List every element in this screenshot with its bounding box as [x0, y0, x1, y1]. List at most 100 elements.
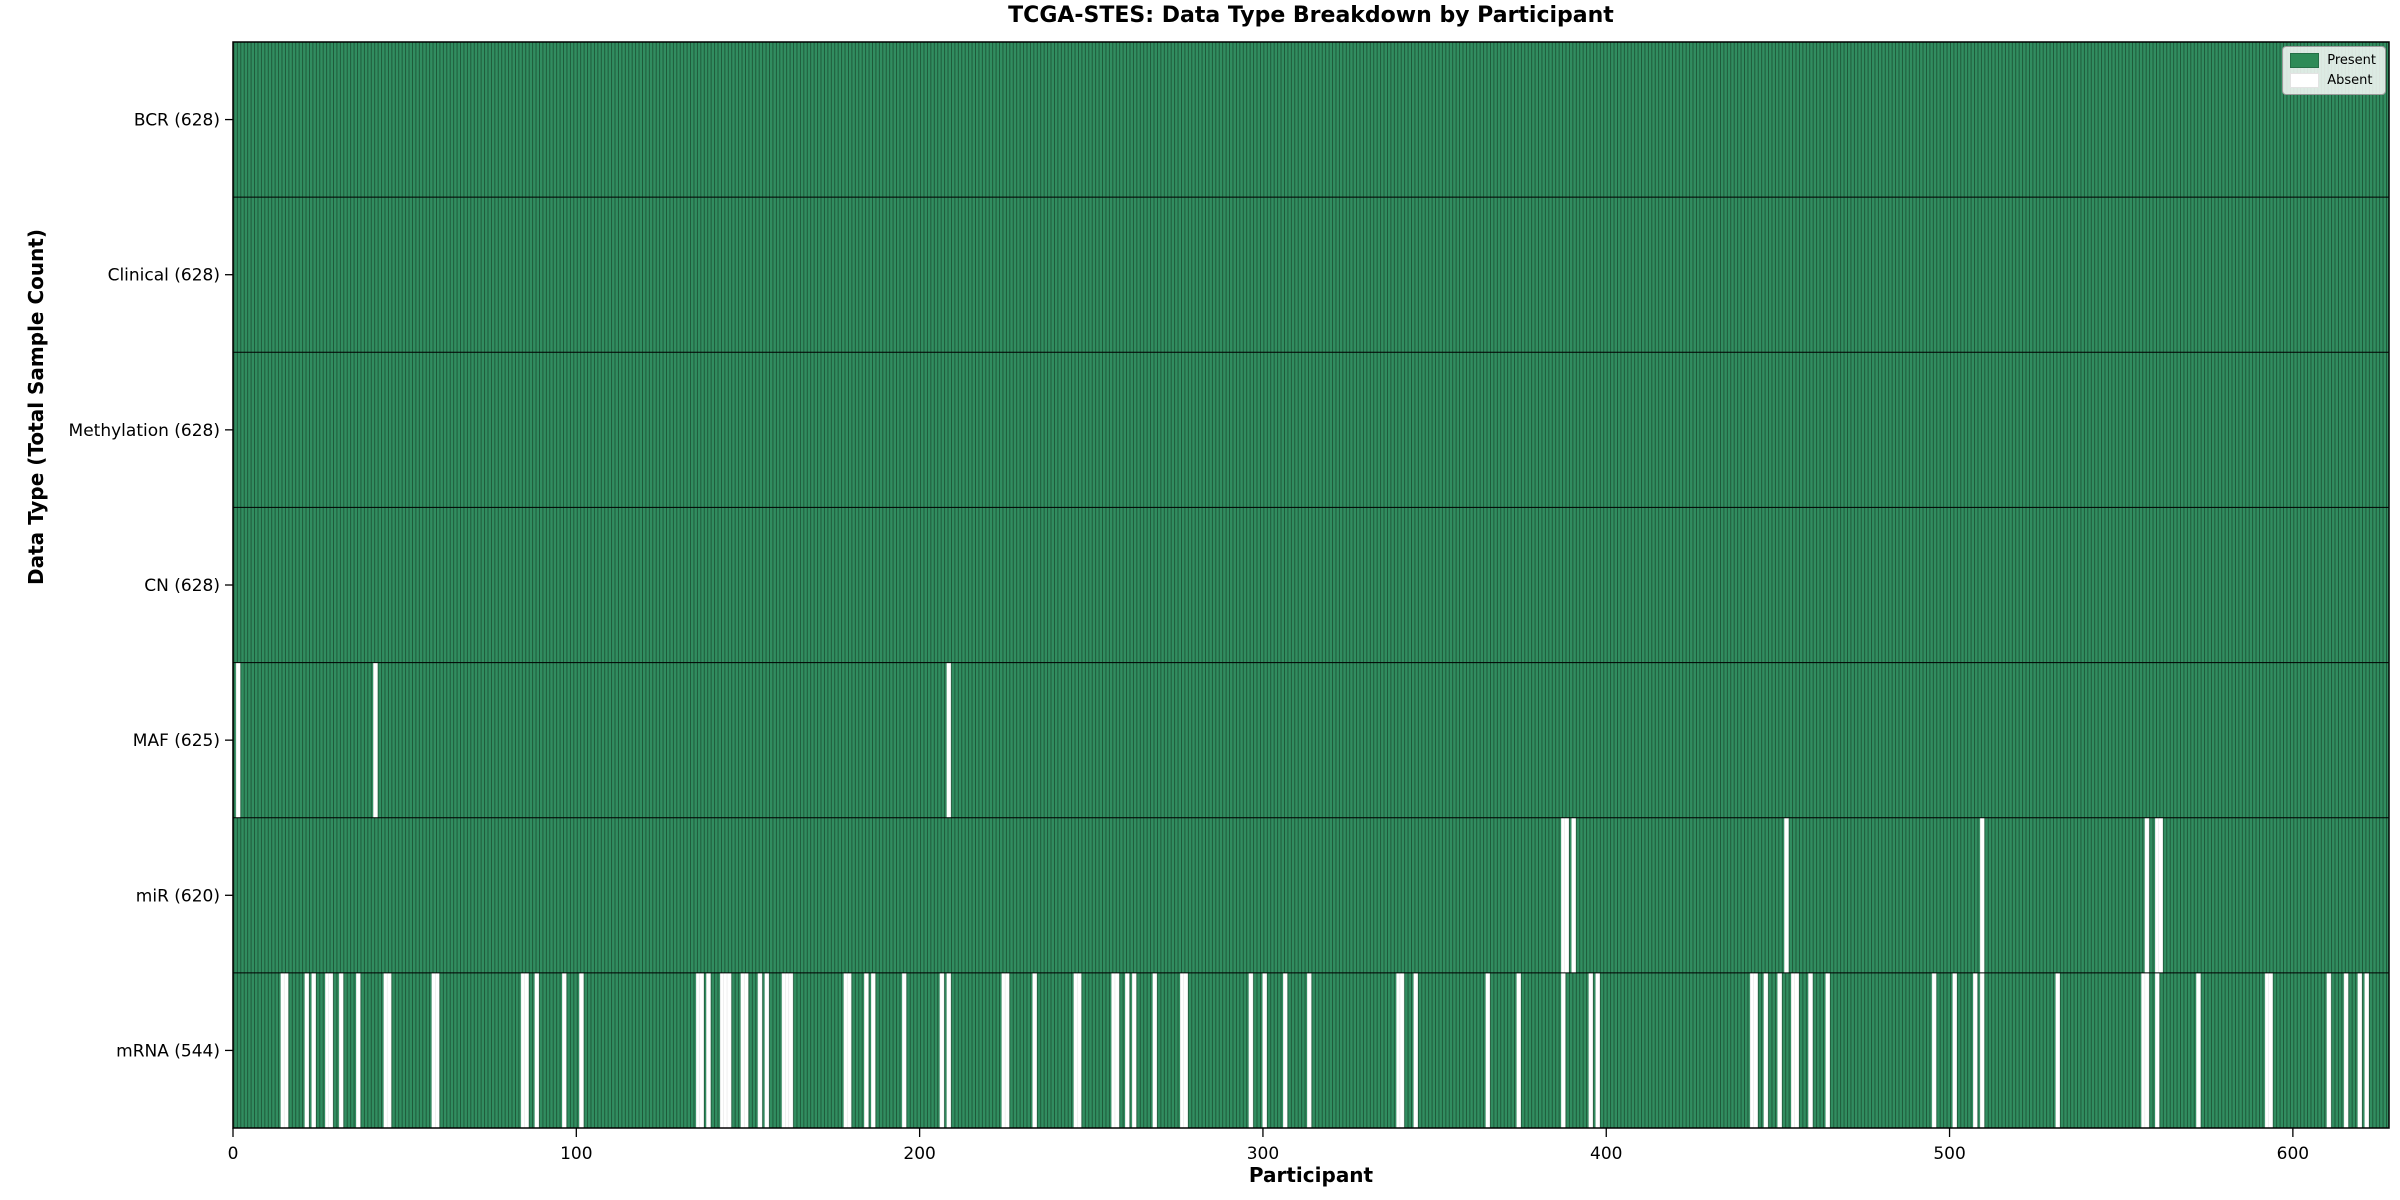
- absent-stripe: [2144, 817, 2150, 974]
- x-tick-label: 600: [2277, 1144, 2309, 1164]
- absent-stripe: [1485, 972, 1491, 1129]
- legend-label-present: Present: [2327, 53, 2376, 68]
- x-axis-title: Participant: [1248, 1163, 1374, 1187]
- absent-stripe: [1004, 972, 1010, 1129]
- absent-stripe: [2357, 972, 2363, 1129]
- absent-stripe: [946, 972, 952, 1129]
- absent-stripe: [1131, 972, 1137, 1129]
- absent-stripe: [2326, 972, 2332, 1129]
- absent-stripe: [1282, 972, 1288, 1129]
- absent-stripe: [1413, 972, 1418, 1129]
- x-tick-label: 0: [228, 1144, 239, 1164]
- absent-stripe: [1248, 972, 1254, 1129]
- absent-stripe: [1564, 817, 1570, 974]
- absent-stripe: [699, 972, 704, 1129]
- absent-stripe: [1076, 972, 1082, 1129]
- absent-stripe: [871, 972, 876, 1129]
- absent-stripe: [846, 972, 852, 1129]
- absent-stripe: [1114, 972, 1120, 1129]
- absent-stripe: [946, 662, 952, 818]
- absent-stripe: [1794, 972, 1800, 1129]
- absent-stripe: [328, 972, 334, 1129]
- absent-stripe: [1777, 972, 1782, 1129]
- absent-stripe: [304, 972, 310, 1129]
- absent-stripe: [764, 972, 770, 1129]
- absent-stripe: [1808, 972, 1813, 1129]
- absent-stripe: [356, 972, 361, 1129]
- absent-stripe: [386, 972, 392, 1129]
- x-tick-label: 100: [560, 1144, 592, 1164]
- absent-stripe: [1152, 972, 1158, 1129]
- absent-stripe: [2144, 972, 2150, 1129]
- y-tick-label: Clinical (628): [108, 266, 220, 286]
- absent-stripe: [1588, 972, 1594, 1129]
- absent-stripe: [726, 972, 732, 1129]
- absent-stripe: [524, 972, 529, 1129]
- x-tick-label: 500: [1933, 1144, 1965, 1164]
- absent-stripe: [2196, 972, 2201, 1129]
- legend: Present Absent: [2282, 46, 2386, 95]
- absent-stripe: [1262, 972, 1267, 1129]
- absent-stripe: [1753, 972, 1758, 1129]
- absent-stripe: [435, 972, 440, 1129]
- absent-stripe: [1032, 972, 1037, 1129]
- y-tick-label: Methylation (628): [69, 421, 220, 441]
- absent-stripe: [706, 972, 711, 1129]
- absent-stripe: [2364, 972, 2369, 1129]
- absent-stripe: [2268, 972, 2273, 1129]
- absent-stripe: [2343, 972, 2349, 1129]
- absent-swatch-icon: [2290, 73, 2320, 88]
- absent-stripe: [788, 972, 794, 1129]
- y-tick-label: miR (620): [136, 886, 220, 906]
- y-tick-label: CN (628): [144, 576, 220, 596]
- absent-stripe: [1931, 972, 1937, 1129]
- x-tick-label: 300: [1247, 1144, 1279, 1164]
- absent-stripe: [1825, 972, 1830, 1129]
- absent-stripe: [1595, 972, 1600, 1129]
- chart-title: TCGA-STES: Data Type Breakdown by Partic…: [1008, 3, 1614, 28]
- absent-stripe: [579, 972, 584, 1129]
- x-tick-label: 200: [903, 1144, 935, 1164]
- absent-stripe: [864, 972, 869, 1129]
- absent-stripe: [311, 972, 316, 1129]
- present-field: [233, 42, 2389, 1128]
- absent-stripe: [373, 662, 378, 818]
- y-tick-label: mRNA (544): [116, 1041, 220, 1061]
- absent-stripe: [1763, 972, 1769, 1129]
- present-swatch-icon: [2290, 53, 2320, 68]
- absent-stripe: [1399, 972, 1405, 1129]
- legend-item-absent: Absent: [2290, 73, 2376, 88]
- absent-stripe: [743, 972, 749, 1129]
- absent-stripe: [2055, 972, 2060, 1129]
- y-tick-label: MAF (625): [133, 731, 220, 751]
- plot-border: [232, 41, 2390, 1129]
- legend-item-present: Present: [2290, 53, 2376, 68]
- absent-stripe: [1561, 972, 1566, 1129]
- absent-stripe: [2158, 817, 2163, 974]
- absent-stripe: [1952, 972, 1957, 1129]
- absent-stripe: [338, 972, 344, 1129]
- absent-stripe: [534, 972, 540, 1129]
- absent-stripe: [2154, 972, 2160, 1129]
- absent-stripe: [1979, 972, 1985, 1129]
- absent-stripe: [757, 972, 763, 1129]
- absent-stripe: [562, 972, 567, 1129]
- absent-stripe: [1571, 817, 1576, 974]
- absent-stripe: [283, 972, 289, 1129]
- absent-stripe: [1979, 817, 1985, 974]
- absent-stripe: [1125, 972, 1130, 1129]
- x-tick-label: 400: [1590, 1144, 1622, 1164]
- absent-stripe: [1516, 972, 1521, 1129]
- absent-stripe: [1183, 972, 1188, 1129]
- absent-stripe: [1784, 817, 1789, 974]
- y-tick-label: BCR (628): [134, 111, 220, 131]
- legend-label-absent: Absent: [2327, 73, 2373, 88]
- absent-stripe: [901, 972, 907, 1129]
- absent-stripe: [939, 972, 945, 1129]
- absent-stripe: [1307, 972, 1312, 1129]
- absent-stripe: [235, 662, 241, 818]
- absent-stripe: [1973, 972, 1978, 1129]
